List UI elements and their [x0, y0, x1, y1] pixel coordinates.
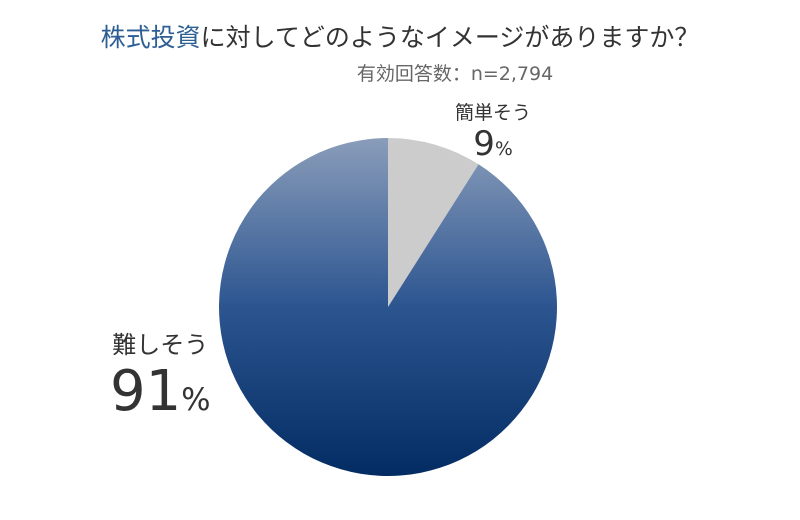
title-highlight: 株式投資 [100, 23, 201, 52]
chart-title: 株式投資に対してどのようなイメージがありますか？ [0, 18, 800, 54]
slice-hard [218, 138, 557, 477]
label-easy: 簡単そう 9% [455, 98, 531, 169]
label-hard: 難しそう 91% [110, 325, 211, 432]
label-easy-sign: % [494, 139, 513, 160]
label-hard-percent: 91% [110, 359, 211, 424]
label-easy-percent: 9% [473, 124, 512, 164]
slice-easy [388, 138, 479, 307]
chart-subtitle: 有効回答数：n=2,794 [356, 63, 554, 85]
label-easy-value: 9 [473, 124, 495, 164]
title-rest: に対してどのようなイメージがありますか？ [200, 23, 700, 52]
label-hard-value: 91 [110, 359, 182, 424]
label-hard-sign: % [181, 382, 211, 418]
label-hard-name: 難しそう [112, 331, 209, 359]
label-easy-name: 簡単そう [455, 102, 532, 124]
